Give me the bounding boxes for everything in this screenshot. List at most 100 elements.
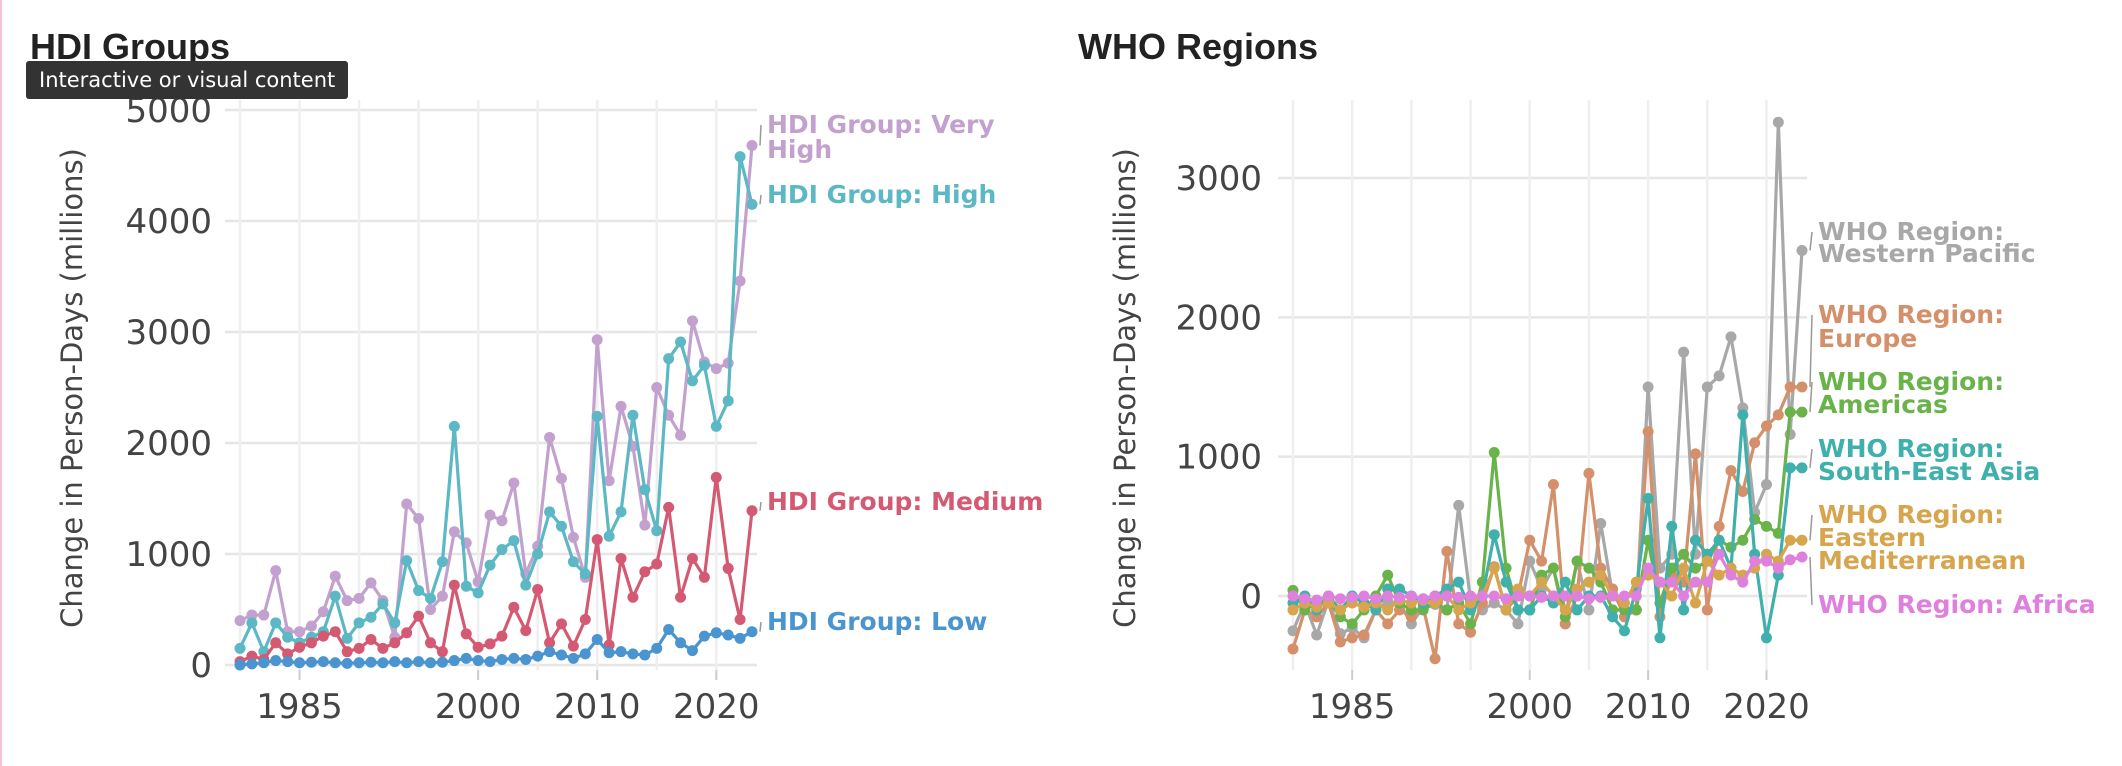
label-connector bbox=[1809, 514, 1813, 541]
data-point bbox=[639, 519, 651, 531]
series-label: South-East Asia bbox=[1818, 457, 2040, 486]
data-point bbox=[639, 649, 651, 661]
data-point bbox=[282, 631, 294, 643]
interactive-content-tooltip: Interactive or visual content bbox=[26, 61, 349, 99]
data-point bbox=[544, 637, 556, 649]
data-point bbox=[1405, 590, 1417, 602]
data-point bbox=[436, 656, 448, 668]
data-point bbox=[722, 357, 734, 369]
data-point bbox=[686, 552, 698, 564]
data-point bbox=[1772, 562, 1784, 574]
data-point bbox=[734, 275, 746, 287]
data-point bbox=[663, 353, 675, 365]
data-point bbox=[1453, 618, 1465, 630]
label-connector bbox=[1809, 556, 1813, 606]
data-point bbox=[353, 657, 365, 669]
data-point bbox=[1678, 590, 1690, 602]
data-point bbox=[603, 530, 615, 542]
data-point bbox=[698, 630, 710, 642]
data-point bbox=[234, 659, 246, 671]
data-point bbox=[1547, 562, 1559, 574]
data-point bbox=[746, 626, 758, 638]
data-point bbox=[1784, 534, 1796, 546]
data-point bbox=[1465, 618, 1477, 630]
data-point bbox=[1796, 381, 1808, 393]
data-point bbox=[1334, 636, 1346, 648]
data-point bbox=[1358, 590, 1370, 602]
data-point bbox=[1334, 604, 1346, 616]
data-point bbox=[1796, 406, 1808, 418]
data-point bbox=[651, 525, 663, 537]
series-label: WHO Region: bbox=[1818, 300, 2004, 329]
data-point bbox=[1382, 604, 1394, 616]
data-point bbox=[353, 592, 365, 604]
x-tick-label: 1985 bbox=[1309, 687, 1396, 727]
data-point bbox=[1429, 653, 1441, 665]
data-point bbox=[1689, 597, 1701, 609]
data-point bbox=[1772, 409, 1784, 421]
data-point bbox=[627, 648, 639, 660]
data-point bbox=[1784, 381, 1796, 393]
data-point bbox=[1583, 467, 1595, 479]
data-point bbox=[1595, 569, 1607, 581]
data-point bbox=[1642, 381, 1654, 393]
data-point bbox=[710, 471, 722, 483]
data-point bbox=[1394, 583, 1406, 595]
data-point bbox=[1382, 618, 1394, 630]
series-line bbox=[1291, 385, 1802, 661]
data-point bbox=[1571, 604, 1583, 616]
x-tick-label: 2010 bbox=[1605, 687, 1692, 727]
data-point bbox=[1441, 545, 1453, 557]
data-point bbox=[675, 637, 687, 649]
data-point bbox=[294, 657, 306, 669]
data-point bbox=[508, 535, 520, 547]
data-point bbox=[1701, 576, 1713, 588]
data-point bbox=[329, 590, 341, 602]
data-point bbox=[710, 627, 722, 639]
data-point bbox=[1701, 604, 1713, 616]
data-point bbox=[722, 395, 734, 407]
data-point bbox=[675, 336, 687, 348]
data-point bbox=[698, 359, 710, 371]
data-point bbox=[710, 420, 722, 432]
data-point bbox=[1536, 591, 1548, 603]
series-who-region-south-east-asia: WHO Region:South-East Asia bbox=[1287, 409, 2040, 644]
data-point bbox=[663, 501, 675, 513]
data-point bbox=[413, 585, 425, 597]
data-point bbox=[555, 520, 567, 532]
data-point bbox=[555, 649, 567, 661]
data-point bbox=[544, 646, 556, 658]
data-point bbox=[591, 334, 603, 346]
y-tick-label: 2000 bbox=[1175, 298, 1262, 338]
data-point bbox=[329, 626, 341, 638]
data-point bbox=[401, 498, 413, 510]
data-point bbox=[520, 653, 532, 665]
data-point bbox=[1465, 626, 1477, 638]
data-point bbox=[1713, 548, 1725, 560]
data-point bbox=[1713, 569, 1725, 581]
label-connector bbox=[759, 501, 762, 511]
data-point bbox=[734, 151, 746, 163]
data-point bbox=[1453, 499, 1465, 511]
data-point bbox=[425, 637, 437, 649]
data-point bbox=[377, 642, 389, 654]
data-point bbox=[1536, 576, 1548, 588]
data-point bbox=[365, 656, 377, 668]
data-point bbox=[1488, 446, 1500, 458]
data-point bbox=[1654, 576, 1666, 588]
data-point bbox=[651, 382, 663, 393]
data-point bbox=[425, 657, 437, 669]
series-label: Western Pacific bbox=[1818, 239, 2036, 268]
series-label: HDI Group: High bbox=[767, 180, 996, 209]
data-point bbox=[1713, 520, 1725, 532]
data-point bbox=[591, 633, 603, 645]
data-point bbox=[746, 505, 758, 517]
data-point bbox=[1689, 534, 1701, 546]
data-point bbox=[448, 420, 460, 432]
data-point bbox=[1595, 518, 1607, 530]
series-label: Mediterranean bbox=[1818, 546, 2026, 575]
data-point bbox=[234, 642, 246, 654]
data-point bbox=[1583, 576, 1595, 588]
data-point bbox=[746, 198, 758, 210]
